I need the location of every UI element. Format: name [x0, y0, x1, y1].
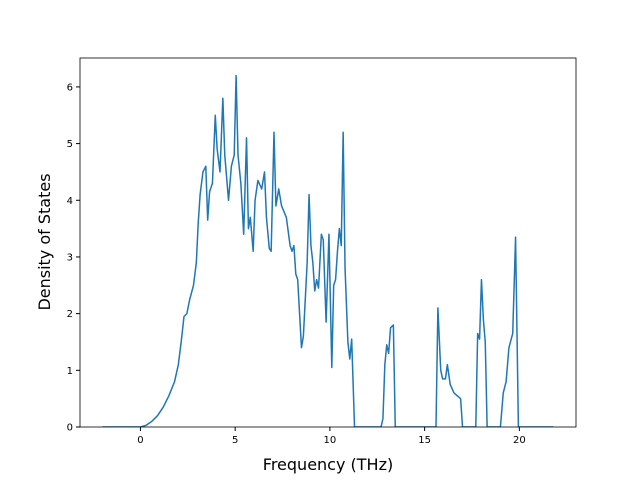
y-tick-label: 1	[67, 366, 73, 377]
y-tick-label: 0	[67, 423, 73, 434]
x-tick-label: 5	[232, 435, 238, 446]
y-tick-label: 3	[67, 252, 73, 263]
y-axis-label: Density of States	[35, 173, 54, 310]
x-tick-label: 20	[513, 435, 526, 446]
x-tick-label: 15	[418, 435, 431, 446]
y-tick-label: 4	[67, 196, 73, 207]
line	[102, 74, 554, 427]
y-tick-label: 5	[67, 139, 73, 150]
x-tick-label: 0	[137, 435, 143, 446]
x-axis-label: Frequency (THz)	[263, 455, 393, 474]
plot-frame	[79, 57, 577, 428]
x-tick-label: 10	[324, 435, 337, 446]
y-tick-label: 2	[67, 309, 73, 320]
y-tick-label: 6	[67, 82, 73, 93]
